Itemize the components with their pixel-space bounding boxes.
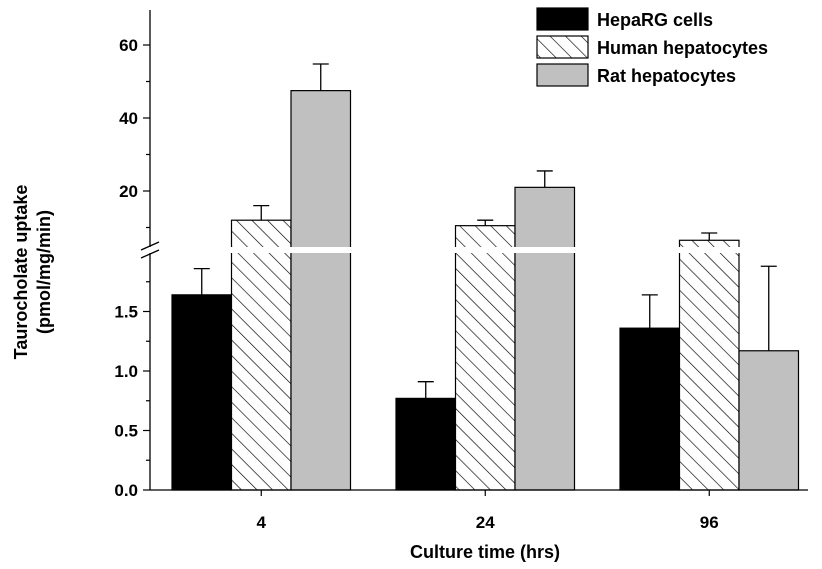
y-axis-title-line1: Taurocholate uptake xyxy=(11,185,31,360)
bar-human-hepatocytes-96 xyxy=(678,239,740,491)
bar-rat-hepatocytes-24 xyxy=(514,186,576,491)
y-tick-label: 60 xyxy=(119,36,138,55)
axes-layer: 0.0 0.5 1.0 1.5 20 40 60 4 24 96 Culture time (hrs… xyxy=(11,10,808,562)
legend-label: HepaRG cells xyxy=(597,10,713,30)
legend: HepaRG cells Human hepatocytes Rat hepatoc… xyxy=(536,7,768,87)
y-tick-label: 40 xyxy=(119,109,138,128)
y-tick-label: 1.5 xyxy=(114,303,138,322)
bar-rat-hepatocytes-4 xyxy=(290,90,352,491)
y-tick-label: 20 xyxy=(119,182,138,201)
axis-break-mark xyxy=(140,241,160,251)
bar-rat-hepatocytes-96 xyxy=(738,350,800,491)
bar-heparg-cells-4 xyxy=(171,294,233,491)
legend-swatch-human-hepatocytes xyxy=(536,35,589,59)
axis-break-mark xyxy=(140,249,160,259)
bar-heparg-cells-24 xyxy=(395,397,457,491)
x-tick-label: 24 xyxy=(476,513,495,532)
legend-label: Rat hepatocytes xyxy=(597,66,736,86)
y-axis-title-line2: (pmol/mg/min) xyxy=(34,210,54,334)
x-axis-title: Culture time (hrs) xyxy=(410,542,560,562)
y-tick-label: 1.0 xyxy=(114,362,138,381)
legend-label: Human hepatocytes xyxy=(597,38,768,58)
bar-heparg-cells-96 xyxy=(619,327,681,491)
y-tick-label: 0.5 xyxy=(114,422,138,441)
legend-swatch-rat-hepatocytes xyxy=(536,63,589,87)
y-tick-label: 0.0 xyxy=(114,481,138,500)
bars-layer xyxy=(130,63,808,491)
legend-swatch-heparg-cells xyxy=(536,7,589,31)
bar-human-hepatocytes-4 xyxy=(230,219,292,491)
x-tick-label: 4 xyxy=(257,513,267,532)
bar-human-hepatocytes-24 xyxy=(454,225,516,491)
x-tick-label: 96 xyxy=(700,513,719,532)
axis-break-gap xyxy=(130,247,808,253)
